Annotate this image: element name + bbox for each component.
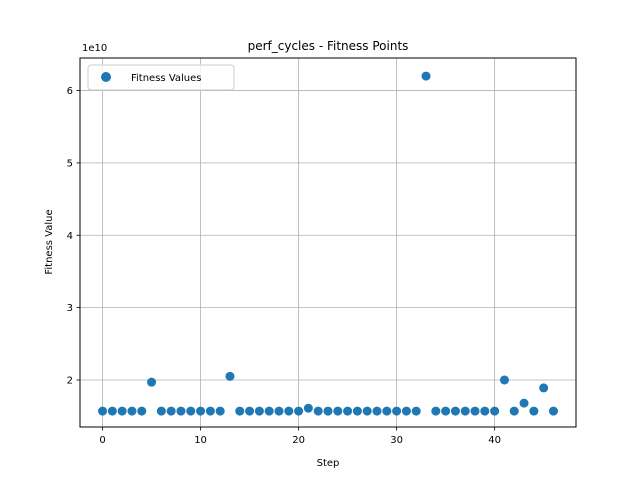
data-point <box>480 406 490 416</box>
y-tick-label: 5 <box>67 158 73 169</box>
x-tick-label: 30 <box>390 435 403 446</box>
data-point <box>215 406 225 416</box>
data-point <box>519 398 529 408</box>
data-point <box>401 406 411 416</box>
data-point <box>392 406 402 416</box>
legend-label: Fitness Values <box>131 73 201 84</box>
data-point <box>303 403 313 413</box>
y-tick-label: 3 <box>67 303 73 314</box>
data-point <box>313 406 323 416</box>
data-point <box>490 406 500 416</box>
y-scale-offset-label: 1e10 <box>82 43 107 54</box>
data-point <box>333 406 343 416</box>
y-axis-ticks: 2 3 4 5 6 <box>67 86 80 386</box>
data-point <box>235 406 245 416</box>
data-point <box>98 406 108 416</box>
data-point <box>107 406 117 416</box>
data-point <box>539 383 549 393</box>
data-point <box>137 406 147 416</box>
data-point <box>274 406 284 416</box>
data-point <box>441 406 451 416</box>
data-point <box>245 406 255 416</box>
data-point <box>186 406 196 416</box>
y-tick-label: 2 <box>67 375 73 386</box>
data-point <box>548 406 558 416</box>
x-tick-label: 0 <box>99 435 105 446</box>
data-point <box>147 377 157 387</box>
data-point <box>117 406 127 416</box>
y-axis-label: Fitness Value <box>44 209 55 274</box>
data-points <box>98 71 558 416</box>
legend-marker <box>101 72 111 82</box>
y-tick-label: 4 <box>67 231 73 242</box>
data-point <box>529 406 539 416</box>
data-point <box>411 406 421 416</box>
data-point <box>127 406 137 416</box>
x-tick-label: 10 <box>194 435 207 446</box>
y-tick-label: 6 <box>67 86 73 97</box>
x-tick-label: 40 <box>488 435 501 446</box>
chart-title: perf_cycles - Fitness Points <box>248 39 409 53</box>
legend: Fitness Values <box>87 64 235 91</box>
data-point <box>323 406 333 416</box>
data-point <box>254 406 264 416</box>
data-point <box>343 406 353 416</box>
plot-area-frame <box>79 57 577 428</box>
data-point <box>509 406 519 416</box>
x-axis-label: Step <box>317 458 340 469</box>
data-point <box>470 406 480 416</box>
data-point <box>196 406 206 416</box>
data-point <box>205 406 215 416</box>
data-point <box>352 406 362 416</box>
data-point <box>450 406 460 416</box>
grid-lines <box>80 58 576 427</box>
data-point <box>156 406 166 416</box>
data-point <box>225 371 235 381</box>
data-point <box>264 406 274 416</box>
data-point <box>499 375 509 385</box>
data-point <box>382 406 392 416</box>
data-point <box>176 406 186 416</box>
legend-box <box>87 64 235 91</box>
x-axis-ticks: 0 10 20 30 40 <box>99 427 501 446</box>
data-point <box>372 406 382 416</box>
data-point <box>362 406 372 416</box>
data-point <box>460 406 470 416</box>
data-point <box>431 406 441 416</box>
data-point <box>421 71 431 81</box>
data-point <box>284 406 294 416</box>
x-tick-label: 20 <box>292 435 305 446</box>
data-point <box>166 406 176 416</box>
data-point <box>294 406 304 416</box>
